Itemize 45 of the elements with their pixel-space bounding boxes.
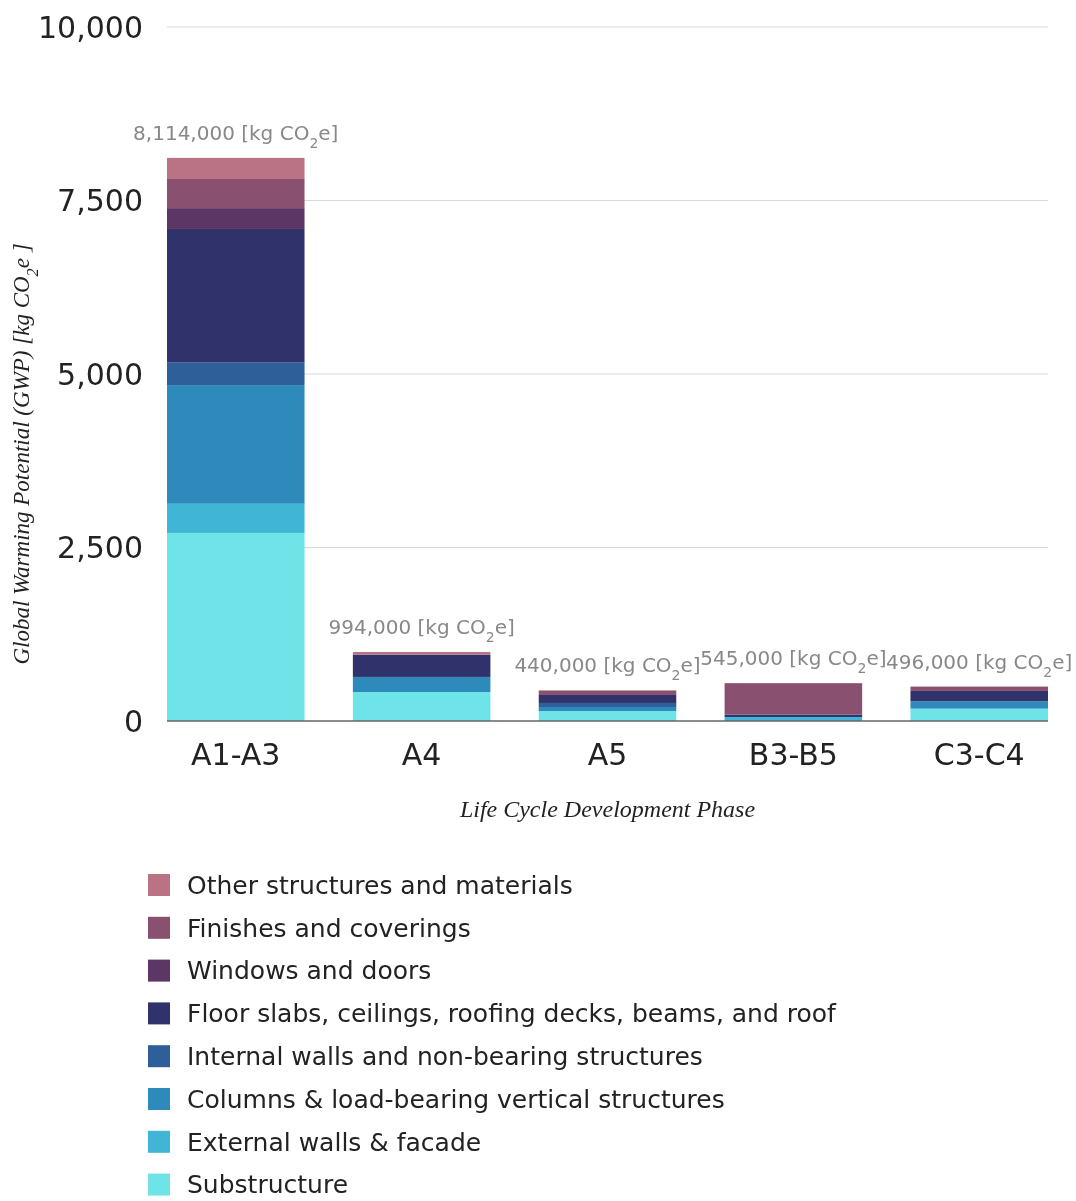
- legend-label: Finishes and coverings: [187, 913, 471, 943]
- legend-label: Other structures and materials: [187, 870, 573, 900]
- bar: [538, 702, 677, 707]
- total-label: 440,000 [kg CO$_{2}$e]: [514, 653, 701, 684]
- bar: [538, 706, 677, 712]
- y-tick-label: 5,000: [57, 356, 143, 392]
- y-tick-label: 0: [123, 703, 143, 739]
- bar: [910, 686, 1048, 691]
- x-tick-label: B3-B5: [748, 737, 838, 772]
- bar: [167, 503, 305, 533]
- x-axis-title: Life Cycle Development Phase: [458, 796, 756, 822]
- bar: [167, 362, 305, 386]
- bar: [538, 694, 677, 703]
- bar: [167, 385, 305, 504]
- x-tick-label: A1-A3: [191, 737, 281, 772]
- bar: [167, 157, 305, 179]
- bar: [352, 654, 491, 677]
- bar: [910, 690, 1048, 702]
- legend-label: External walls & facade: [187, 1127, 482, 1157]
- bar: [352, 691, 491, 721]
- legend-label: Columns & load-bearing vertical structures: [187, 1084, 725, 1114]
- total-label: 496,000 [kg CO$_{2}$e]: [886, 649, 1073, 680]
- bar: [538, 711, 677, 721]
- legend-label: Windows and doors: [187, 956, 432, 986]
- y-tick-label: 10,000: [38, 9, 143, 45]
- legend-label: Substructure: [187, 1170, 349, 1200]
- x-tick-label: C3-C4: [933, 737, 1025, 772]
- y-tick-label: 7,500: [57, 183, 143, 218]
- x-tick-label: A4: [401, 737, 442, 772]
- bar: [167, 208, 305, 229]
- legend-label: Floor slabs, ceilings, roofing decks, beams, and roof: [187, 999, 838, 1029]
- bar: [352, 652, 491, 655]
- total-label: 994,000 [kg CO$_{2}$e]: [328, 615, 515, 646]
- bar: [167, 532, 305, 721]
- total-label: 545,000 [kg CO$_{2}$e]: [700, 646, 887, 677]
- bar: [724, 683, 863, 715]
- legend-label: Internal walls and non-bearing structures: [187, 1041, 703, 1071]
- y-tick-label: 2,500: [57, 530, 143, 565]
- bar: [538, 690, 677, 695]
- bar: [910, 701, 1048, 709]
- bar: [167, 228, 305, 363]
- bar: [167, 178, 305, 209]
- total-label: 8,114,000 [kg CO$_{2}$e]: [133, 120, 339, 151]
- x-tick-label: A5: [587, 737, 628, 772]
- bar: [352, 676, 491, 692]
